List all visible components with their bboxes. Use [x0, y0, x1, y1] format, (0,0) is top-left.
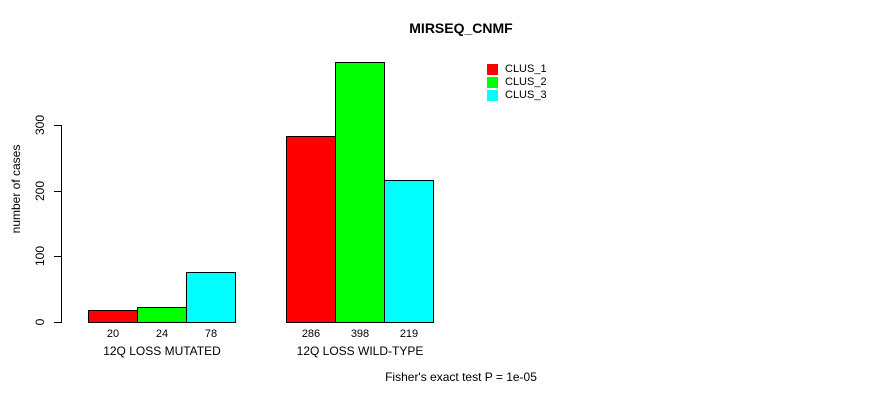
- y-axis-line: [61, 125, 62, 323]
- legend-swatch-clus_1: [487, 64, 498, 75]
- category-label: 12Q LOSS WILD-TYPE: [296, 344, 424, 358]
- bar-value-label: 20: [106, 328, 120, 340]
- legend-swatch-clus_2: [487, 77, 498, 88]
- legend-label: CLUS_3: [505, 89, 547, 101]
- y-tick-label: 100: [33, 245, 47, 267]
- y-tick-label: 300: [33, 114, 47, 136]
- y-tick-label: 0: [33, 318, 47, 326]
- legend: CLUS_1 CLUS_2 CLUS_3: [487, 63, 607, 104]
- bar-clus_1: [286, 136, 336, 323]
- y-tick-mark: [54, 322, 62, 323]
- bar-clus_2: [335, 62, 385, 323]
- bar-value-label: 286: [301, 328, 321, 340]
- legend-label: CLUS_2: [505, 76, 547, 88]
- bar-clus_3: [186, 272, 236, 323]
- y-tick-label: 200: [33, 180, 47, 202]
- bar-value-label: 78: [204, 328, 218, 340]
- y-tick-mark: [54, 256, 62, 257]
- legend-label: CLUS_1: [505, 63, 547, 75]
- bar-value-label: 219: [399, 328, 419, 340]
- y-tick-mark: [54, 191, 62, 192]
- y-axis-label: number of cases: [9, 144, 23, 234]
- bar-clus_2: [137, 307, 187, 323]
- category-label: 12Q LOSS MUTATED: [103, 344, 221, 358]
- legend-swatch-clus_3: [487, 90, 498, 101]
- y-tick-mark: [54, 125, 62, 126]
- bar-value-label: 24: [155, 328, 169, 340]
- bar-value-label: 398: [350, 328, 370, 340]
- chart-title: MIRSEQ_CNMF: [409, 20, 513, 36]
- footer-note: Fisher's exact test P = 1e-05: [385, 370, 537, 384]
- bar-clus_1: [88, 310, 138, 323]
- bar-clus_3: [384, 180, 434, 323]
